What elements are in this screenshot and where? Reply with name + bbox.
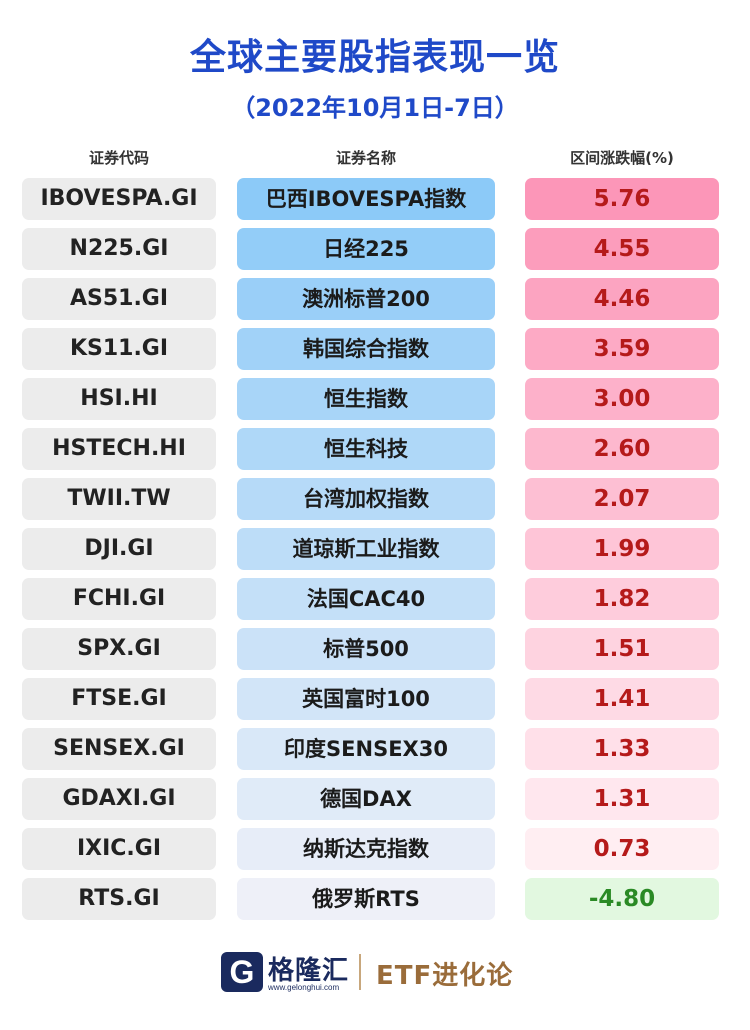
page-title: 全球主要股指表现一览 <box>189 37 560 78</box>
code-cell: HSTECH.HI <box>22 428 216 470</box>
change-cell: 3.59 <box>525 328 719 370</box>
change-cell: 1.41 <box>525 678 719 720</box>
change-cell: 3.00 <box>525 378 719 420</box>
table-row: FCHI.GI 法国CAC40 1.82 <box>0 578 750 620</box>
table-row: DJI.GI 道琼斯工业指数 1.99 <box>0 528 750 570</box>
name-cell: 恒生指数 <box>237 378 495 420</box>
change-cell: 0.73 <box>525 828 719 870</box>
code-cell: AS51.GI <box>22 278 216 320</box>
table-row: TWII.TW 台湾加权指数 2.07 <box>0 478 750 520</box>
name-cell: 恒生科技 <box>237 428 495 470</box>
change-cell: 5.76 <box>525 178 719 220</box>
name-cell: 英国富时100 <box>237 678 495 720</box>
code-cell: IBOVESPA.GI <box>22 178 216 220</box>
code-cell: GDAXI.GI <box>22 778 216 820</box>
table-row: IXIC.GI 纳斯达克指数 0.73 <box>0 828 750 870</box>
name-cell: 道琼斯工业指数 <box>237 528 495 570</box>
header-name: 证券名称 <box>335 149 396 167</box>
change-cell: 4.55 <box>525 228 719 270</box>
change-cell: 1.99 <box>525 528 719 570</box>
code-cell: HSI.HI <box>22 378 216 420</box>
name-cell: 俄罗斯RTS <box>237 878 495 920</box>
table-row: AS51.GI 澳洲标普200 4.46 <box>0 278 750 320</box>
header-code: 证券代码 <box>88 149 149 167</box>
name-cell: 日经225 <box>237 228 495 270</box>
table-row: N225.GI 日经225 4.55 <box>0 228 750 270</box>
table-row: KS11.GI 韩国综合指数 3.59 <box>0 328 750 370</box>
table-row: HSTECH.HI 恒生科技 2.60 <box>0 428 750 470</box>
code-cell: TWII.TW <box>22 478 216 520</box>
table-row: IBOVESPA.GI 巴西IBOVESPA指数 5.76 <box>0 178 750 220</box>
code-cell: RTS.GI <box>22 878 216 920</box>
name-cell: 印度SENSEX30 <box>237 728 495 770</box>
name-cell: 德国DAX <box>237 778 495 820</box>
header-change: 区间涨跌幅(%) <box>570 149 674 167</box>
code-cell: DJI.GI <box>22 528 216 570</box>
name-cell: 标普500 <box>237 628 495 670</box>
change-cell: 4.46 <box>525 278 719 320</box>
change-cell: 1.51 <box>525 628 719 670</box>
change-cell: 2.60 <box>525 428 719 470</box>
change-cell: 1.82 <box>525 578 719 620</box>
footer: G 格隆汇 www.gelonghui.com ETF进化论 <box>0 946 750 1002</box>
code-cell: N225.GI <box>22 228 216 270</box>
code-cell: IXIC.GI <box>22 828 216 870</box>
name-cell: 纳斯达克指数 <box>237 828 495 870</box>
page-subtitle: （2022年10月1日-7日） <box>231 94 519 122</box>
name-cell: 韩国综合指数 <box>237 328 495 370</box>
code-cell: FTSE.GI <box>22 678 216 720</box>
gelonghui-logo-icon: G <box>221 952 263 992</box>
name-cell: 台湾加权指数 <box>237 478 495 520</box>
code-cell: KS11.GI <box>22 328 216 370</box>
name-cell: 法国CAC40 <box>237 578 495 620</box>
name-cell: 巴西IBOVESPA指数 <box>237 178 495 220</box>
code-cell: SENSEX.GI <box>22 728 216 770</box>
table-row: HSI.HI 恒生指数 3.00 <box>0 378 750 420</box>
logo-url: www.gelonghui.com <box>268 983 340 992</box>
change-cell: -4.80 <box>525 878 719 920</box>
name-cell: 澳洲标普200 <box>237 278 495 320</box>
logo-text: 格隆汇 <box>268 956 350 986</box>
table-row: RTS.GI 俄罗斯RTS -4.80 <box>0 878 750 920</box>
change-cell: 1.33 <box>525 728 719 770</box>
change-cell: 2.07 <box>525 478 719 520</box>
table-row: SENSEX.GI 印度SENSEX30 1.33 <box>0 728 750 770</box>
code-cell: FCHI.GI <box>22 578 216 620</box>
table-row: FTSE.GI 英国富时100 1.41 <box>0 678 750 720</box>
code-cell: SPX.GI <box>22 628 216 670</box>
table-row: SPX.GI 标普500 1.51 <box>0 628 750 670</box>
etf-brand: ETF进化论 <box>376 961 514 991</box>
footer-divider <box>359 954 361 990</box>
change-cell: 1.31 <box>525 778 719 820</box>
table-row: GDAXI.GI 德国DAX 1.31 <box>0 778 750 820</box>
